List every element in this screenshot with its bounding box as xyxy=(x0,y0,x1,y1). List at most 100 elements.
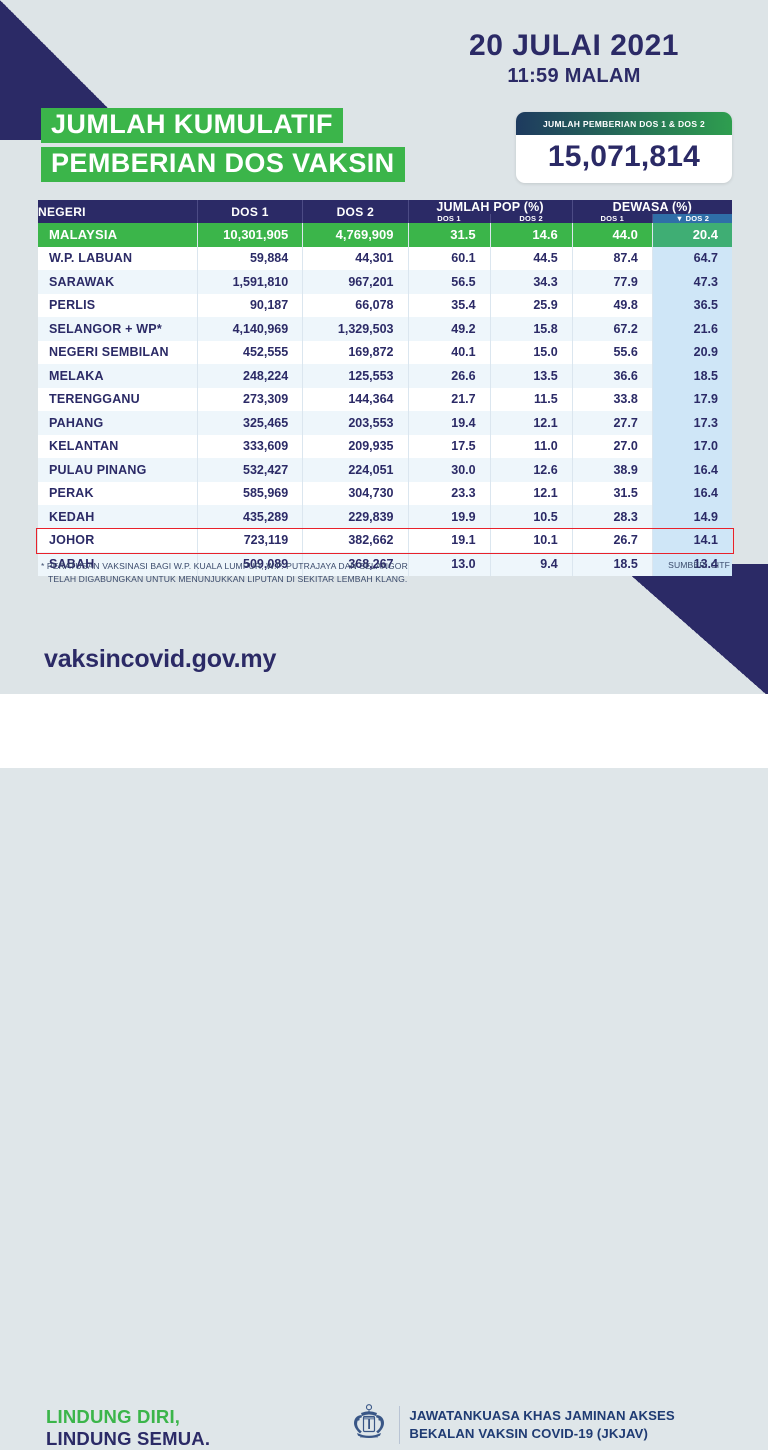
cell-pop-dos1: 23.3 xyxy=(408,481,491,505)
table-row[interactable]: SELANGOR + WP* 4,140,969 1,329,503 49.2 15.8… xyxy=(38,317,732,341)
cell-dos2: 4,769,909 xyxy=(302,223,409,247)
cell-dos1: 59,884 xyxy=(197,246,304,270)
footnote: * PERATUSAN VAKSINASI BAGI W.P. KUALA LU… xyxy=(41,560,561,587)
cell-dos1: 90,187 xyxy=(197,293,304,317)
cell-pop-dos1: 49.2 xyxy=(408,317,491,341)
table-row[interactable]: PERAK 585,969 304,730 23.3 12.1 31.5 16.4 xyxy=(38,481,732,505)
table-row[interactable]: SARAWAK 1,591,810 967,201 56.5 34.3 77.9 47.3 xyxy=(38,270,732,294)
cell-dos2: 304,730 xyxy=(302,481,409,505)
table-row[interactable]: PAHANG 325,465 203,553 19.4 12.1 27.7 17.3 xyxy=(38,411,732,435)
total-doses-card: JUMLAH PEMBERIAN DOS 1 & DOS 2 15,071,81… xyxy=(516,112,732,183)
column-group-header-dewasa: DEWASA (%) xyxy=(572,200,732,214)
table-row[interactable]: W.P. LABUAN 59,884 44,301 60.1 44.5 87.4 64.7 xyxy=(38,246,732,270)
table-row[interactable]: MALAYSIA 10,301,905 4,769,909 31.5 14.6 44.0 2… xyxy=(38,223,732,247)
slogan-line-1: LINDUNG DIRI, xyxy=(46,1406,181,1427)
website-url[interactable]: vaksincovid.gov.my xyxy=(44,645,277,673)
column-header-dos1[interactable]: DOS 1 xyxy=(197,200,304,223)
table-row[interactable]: PULAU PINANG 532,427 224,051 30.0 12.6 38.9 16… xyxy=(38,458,732,482)
cell-state: W.P. LABUAN xyxy=(38,246,198,270)
jkjav-lockup: JAWATANKUASA KHAS JAMINAN AKSES BEKALAN … xyxy=(348,1401,675,1448)
cell-dewasa-dos2: 13.4 xyxy=(652,552,732,576)
date-block: 20 JULAI 2021 11:59 MALAM xyxy=(414,30,734,88)
cell-dos2: 169,872 xyxy=(302,340,409,364)
cell-pop-dos1: 31.5 xyxy=(408,223,491,247)
cell-dewasa-dos2: 47.3 xyxy=(652,270,732,294)
source-label: SUMBER: CITF xyxy=(668,560,730,570)
cell-dewasa-dos1: 33.8 xyxy=(572,387,653,411)
table-body: MALAYSIA 10,301,905 4,769,909 31.5 14.6 44.0 2… xyxy=(38,223,732,576)
total-doses-value: 15,071,814 xyxy=(547,140,701,173)
cell-dos2: 368,267 xyxy=(302,552,409,576)
cell-state: PERAK xyxy=(38,481,198,505)
report-time: 11:59 MALAM xyxy=(507,64,641,87)
cell-state: MALAYSIA xyxy=(38,223,198,247)
report-date: 20 JULAI 2021 xyxy=(469,29,679,62)
divider xyxy=(399,1405,401,1444)
cell-dos1: 1,591,810 xyxy=(197,270,304,294)
organization-line-1: JAWATANKUASA KHAS JAMINAN AKSES xyxy=(409,1408,675,1424)
title-line-1: JUMLAH KUMULATIF xyxy=(41,108,343,143)
cell-dewasa-dos1: 27.7 xyxy=(572,411,653,435)
cell-dewasa-dos2: 64.7 xyxy=(652,246,732,270)
cell-pop-dos1: 26.6 xyxy=(408,364,491,388)
cell-dos2: 144,364 xyxy=(302,387,409,411)
cell-state: MELAKA xyxy=(38,364,198,388)
cell-pop-dos2: 13.5 xyxy=(490,364,573,388)
cell-dewasa-dos1: 28.3 xyxy=(572,505,653,529)
cell-pop-dos2: 12.1 xyxy=(490,411,573,435)
table-row[interactable]: SABAH 509,089 368,267 13.0 9.4 18.5 13.4 xyxy=(38,552,732,576)
corner-decoration-bottom-right xyxy=(618,564,768,696)
cell-state: JOHOR xyxy=(38,528,198,552)
column-header-dewasa-dos2-sorted[interactable]: ▼ DOS 2 xyxy=(652,214,732,223)
malaysia-coat-of-arms-icon xyxy=(348,1401,390,1448)
table-row[interactable]: JOHOR 723,119 382,662 19.1 10.1 26.7 14.1 xyxy=(38,528,732,552)
cell-dewasa-dos2: 17.0 xyxy=(652,434,732,458)
cell-dos2: 125,553 xyxy=(302,364,409,388)
cell-dos1: 4,140,969 xyxy=(197,317,304,341)
table-row[interactable]: TERENGGANU 273,309 144,364 21.7 11.5 33.8 17.9 xyxy=(38,387,732,411)
organization-line-2: BEKALAN VAKSIN COVID-19 (JKJAV) xyxy=(409,1425,648,1441)
table-row[interactable]: PERLIS 90,187 66,078 35.4 25.9 49.8 36.5 xyxy=(38,293,732,317)
cell-dos2: 209,935 xyxy=(302,434,409,458)
cell-dewasa-dos1: 38.9 xyxy=(572,458,653,482)
cell-dewasa-dos2: 16.4 xyxy=(652,481,732,505)
cell-dewasa-dos2: 14.9 xyxy=(652,505,732,529)
cell-dos1: 325,465 xyxy=(197,411,304,435)
table-row[interactable]: KEDAH 435,289 229,839 19.9 10.5 28.3 14.9 xyxy=(38,505,732,529)
column-header-negeri[interactable]: NEGERI xyxy=(38,200,198,223)
column-group-header-jumlah-pop: JUMLAH POP (%) xyxy=(408,200,573,214)
table-row[interactable]: NEGERI SEMBILAN 452,555 169,872 40.1 15.0 55.… xyxy=(38,340,732,364)
slogan-line-2: LINDUNG SEMUA. xyxy=(46,1427,211,1449)
cell-pop-dos2: 14.6 xyxy=(490,223,573,247)
cell-dewasa-dos1: 36.6 xyxy=(572,364,653,388)
column-header-pop-dos1[interactable]: DOS 1 xyxy=(408,214,491,223)
column-header-dewasa-dos1[interactable]: DOS 1 xyxy=(572,214,653,223)
cell-state: PERLIS xyxy=(38,293,198,317)
cell-dewasa-dos2: 36.5 xyxy=(652,293,732,317)
footer-band: LINDUNG DIRI, LINDUNG SEMUA. xyxy=(0,694,768,1449)
cell-dewasa-dos2: 14.1 xyxy=(652,528,732,552)
cell-state: KEDAH xyxy=(38,505,198,529)
cell-pop-dos2: 12.1 xyxy=(490,481,573,505)
cell-dewasa-dos1: 77.9 xyxy=(572,270,653,294)
column-header-pop-dos2[interactable]: DOS 2 xyxy=(490,214,573,223)
table-header-row-main: NEGERI DOS 1 DOS 2 JUMLAH POP (%) DEWASA… xyxy=(38,200,732,223)
table-row[interactable]: MELAKA 248,224 125,553 26.6 13.5 36.6 18.5 xyxy=(38,364,732,388)
column-header-dos2[interactable]: DOS 2 xyxy=(302,200,409,223)
table-row[interactable]: KELANTAN 333,609 209,935 17.5 11.0 27.0 17.0 xyxy=(38,434,732,458)
cell-dos1: 248,224 xyxy=(197,364,304,388)
cell-pop-dos2: 12.6 xyxy=(490,458,573,482)
cell-dos1: 509,089 xyxy=(197,552,304,576)
cell-dos2: 382,662 xyxy=(302,528,409,552)
cell-pop-dos2: 11.5 xyxy=(490,387,573,411)
cell-dos2: 967,201 xyxy=(302,270,409,294)
cell-pop-dos1: 60.1 xyxy=(408,246,491,270)
cell-pop-dos2: 15.8 xyxy=(490,317,573,341)
cell-state: KELANTAN xyxy=(38,434,198,458)
cell-pop-dos1: 13.0 xyxy=(408,552,491,576)
cell-state: SABAH xyxy=(38,552,198,576)
cell-pop-dos2: 9.4 xyxy=(490,552,573,576)
cell-dos1: 333,609 xyxy=(197,434,304,458)
cell-pop-dos1: 19.4 xyxy=(408,411,491,435)
cell-dos1: 723,119 xyxy=(197,528,304,552)
